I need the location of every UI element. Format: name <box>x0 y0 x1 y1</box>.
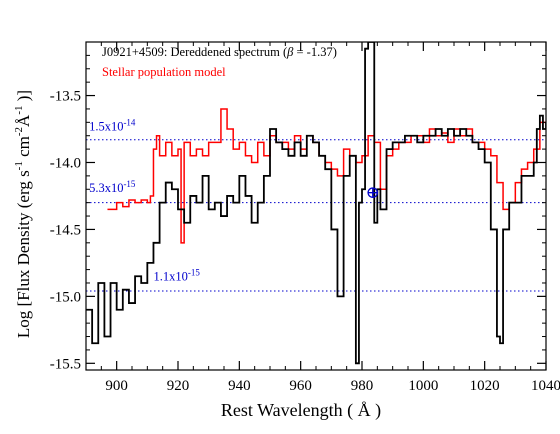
axis-ticks <box>85 42 547 370</box>
legend-observed: J0921+4509: Dereddened spectrum (β = -1.… <box>102 45 337 59</box>
x-tick-label: 1000 <box>408 378 438 394</box>
x-tick-label: 900 <box>105 378 128 394</box>
x-tick-label: 1040 <box>531 378 560 394</box>
reference-label-0: 1.5x10-14 <box>89 117 136 133</box>
series-observed-spectrum <box>86 42 546 365</box>
reference-levels: 1.5x10-14 5.3x10-15 1.1x10-15 <box>86 117 546 292</box>
series-model-spectrum <box>107 108 546 244</box>
x-tick-label: 960 <box>289 378 312 394</box>
x-tick-label: 940 <box>228 378 251 394</box>
x-tick-label: 920 <box>167 378 190 394</box>
x-axis-label: Rest Wavelength ( Å ) <box>221 400 381 421</box>
axis-tick-labels: 900 920 940 960 980 1000 1020 1040 -13.5 -14.0 -14… <box>50 89 560 394</box>
y-axis-label: Log [Flux Density (erg s-1 cm-2Å-1 )] <box>13 90 33 338</box>
x-tick-label: 1020 <box>470 378 500 394</box>
reference-label-1: 5.3x10-15 <box>89 179 136 195</box>
y-tick-label: -14.0 <box>50 155 81 171</box>
reference-label-2: 1.1x10-15 <box>153 267 200 283</box>
y-tick-label: -14.5 <box>50 222 81 238</box>
series-layer <box>86 42 546 365</box>
y-tick-label: -15.0 <box>50 289 81 305</box>
plot-frame <box>85 41 547 371</box>
earth-symbol: ⊕ <box>366 183 380 202</box>
y-tick-label: -15.5 <box>50 356 81 372</box>
legend-model: Stellar population model <box>102 65 226 79</box>
x-tick-label: 980 <box>351 378 374 394</box>
y-tick-label: -13.5 <box>50 89 81 105</box>
